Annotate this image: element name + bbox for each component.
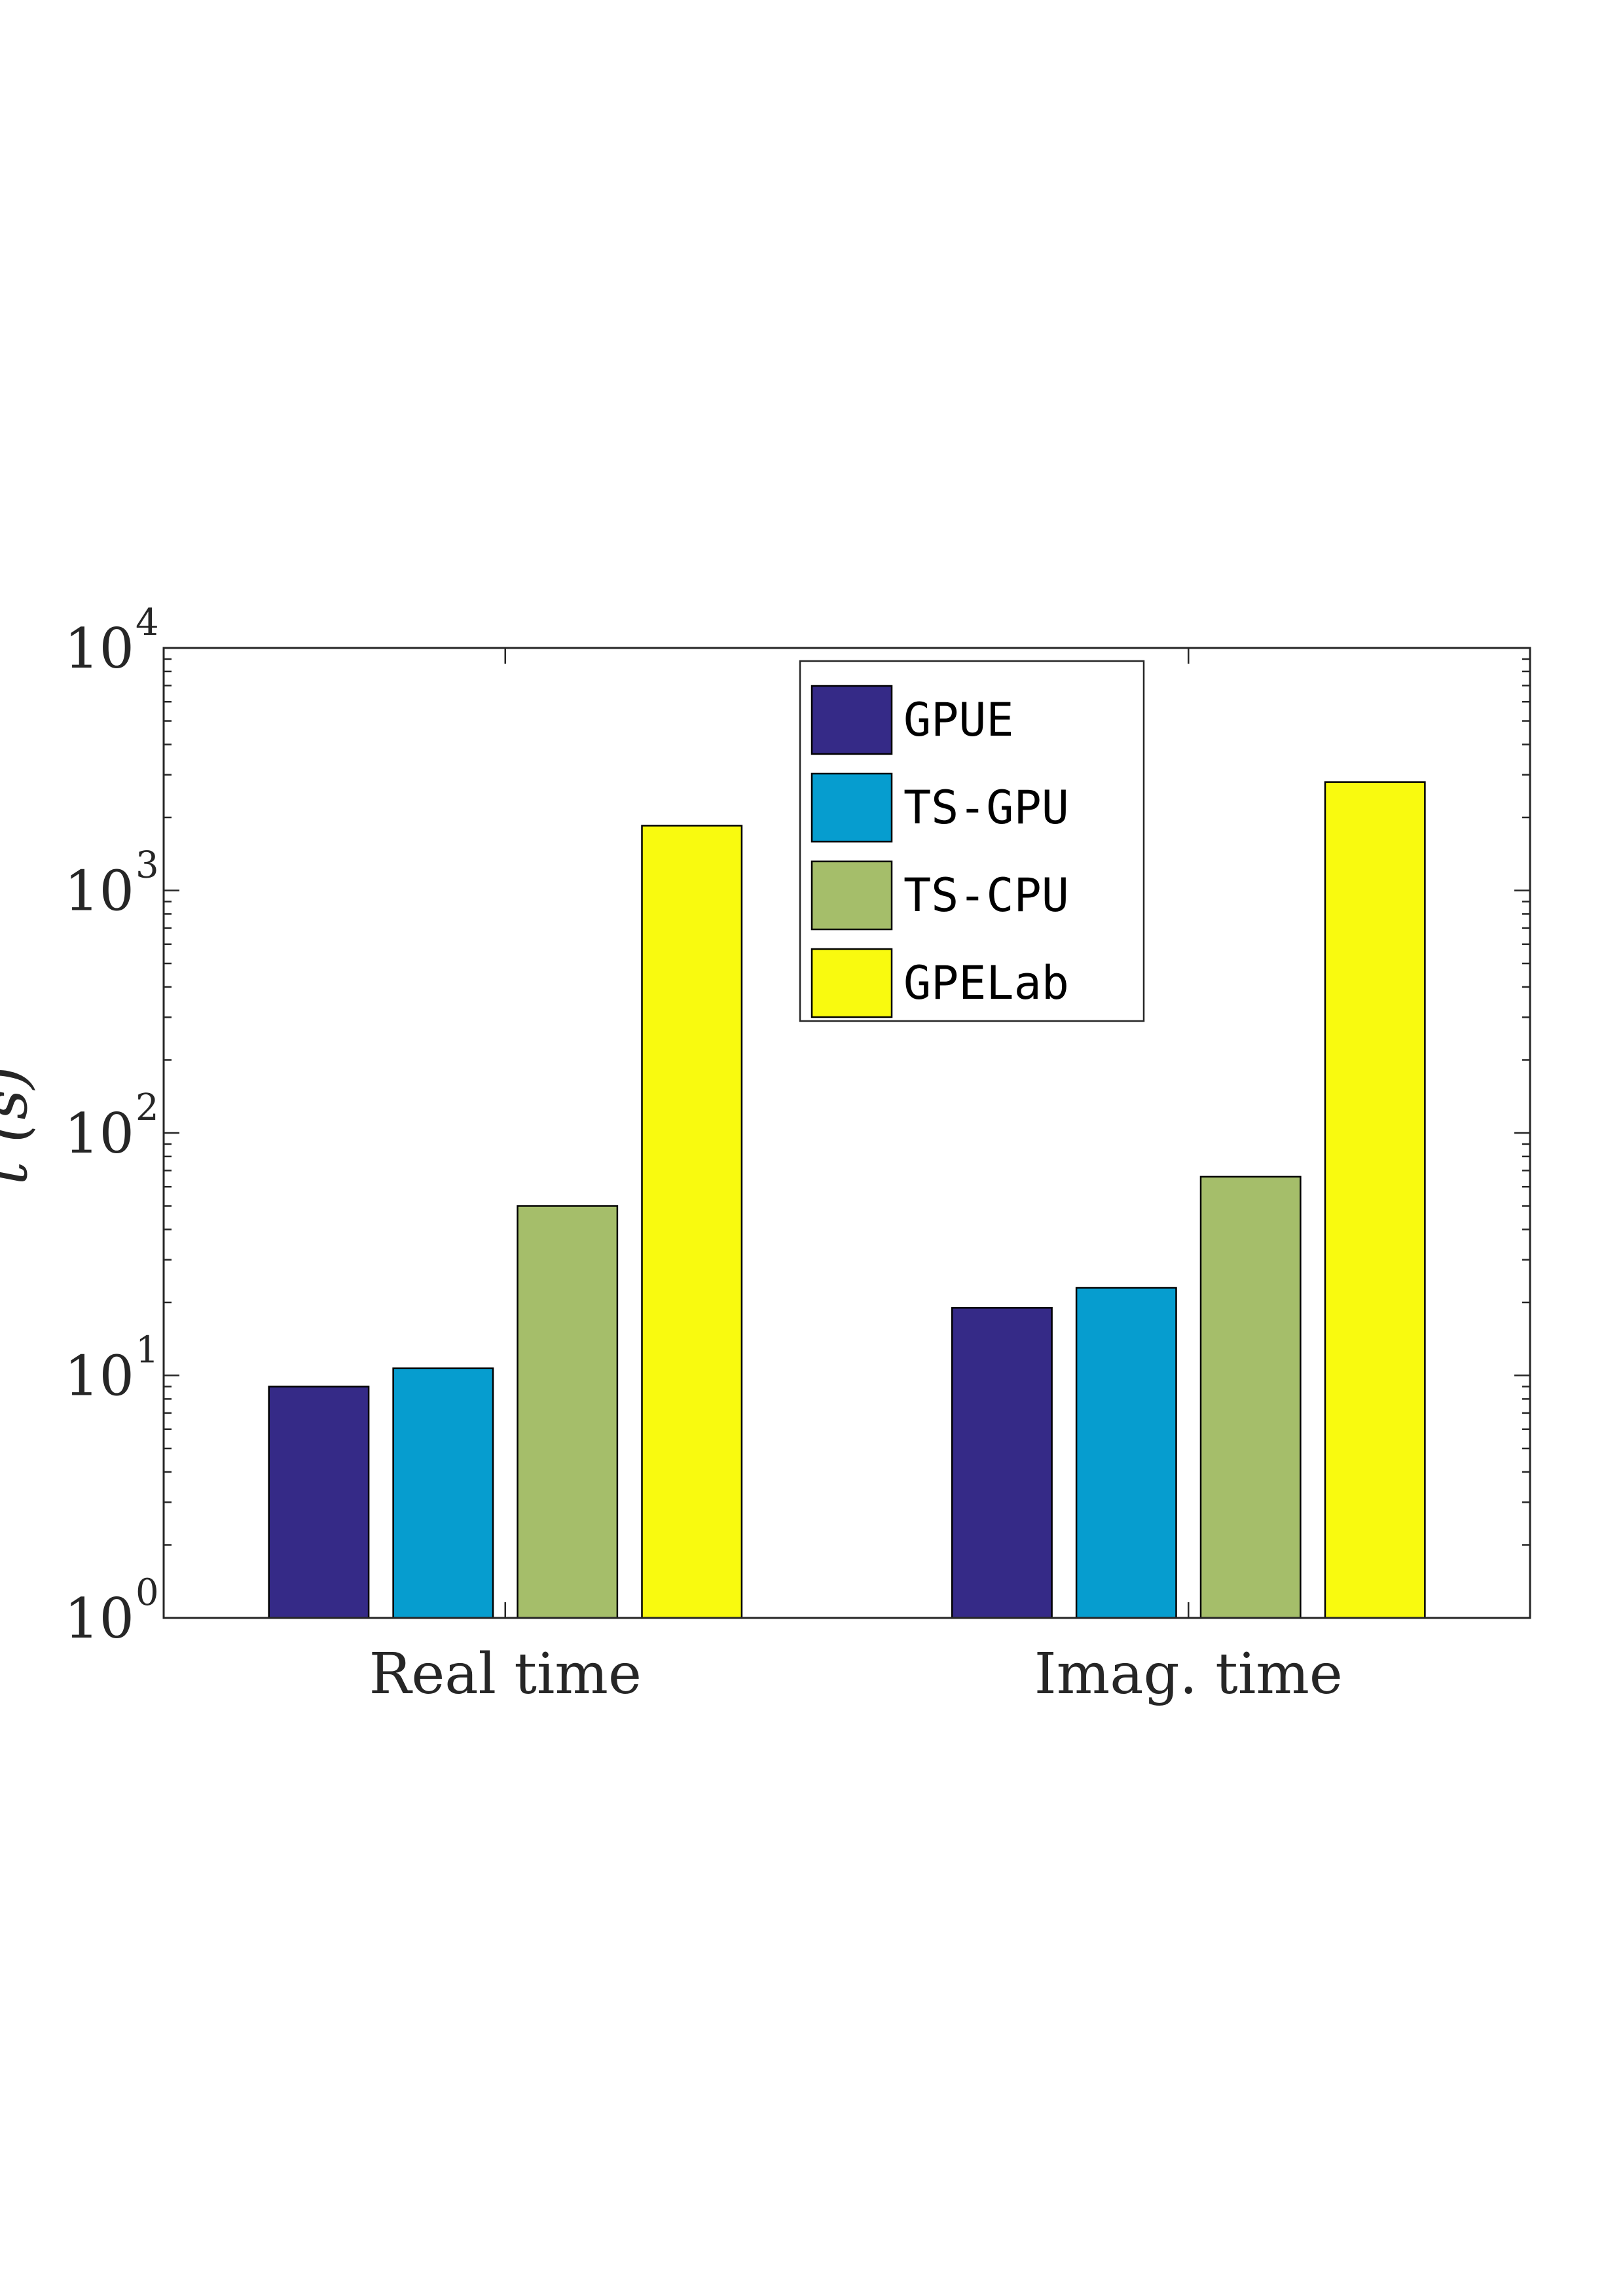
y-tick-label-exponent: 0 bbox=[136, 1571, 159, 1614]
y-tick-label-base: 10 bbox=[64, 1102, 134, 1166]
y-tick-label-exponent: 1 bbox=[136, 1329, 159, 1372]
y-tick-label-base: 10 bbox=[64, 617, 134, 681]
y-tick-label-exponent: 4 bbox=[136, 601, 159, 644]
bar-ts-cpu-imag-time bbox=[1199, 1175, 1302, 1619]
bar-ts-cpu-real-time bbox=[517, 1205, 619, 1619]
legend-label: TS-GPU bbox=[903, 781, 1069, 834]
legend-swatch bbox=[811, 860, 893, 931]
bar-ts-gpu-real-time bbox=[392, 1367, 494, 1619]
y-tick-label: 10 0 bbox=[64, 1571, 159, 1651]
ticks-group bbox=[164, 648, 1530, 1619]
y-tick-label: 10 2 bbox=[64, 1086, 159, 1166]
y-tick-label-exponent: 2 bbox=[136, 1086, 159, 1129]
x-tick-labels: Real time Imag. time bbox=[369, 1641, 1343, 1707]
legend: GPUE TS-GPU TS-CPU GPELab bbox=[799, 660, 1145, 1022]
y-tick-label-base: 10 bbox=[64, 1587, 134, 1651]
y-tick-label: 10 4 bbox=[64, 601, 159, 681]
legend-label: GPELab bbox=[903, 956, 1069, 1010]
bar-ts-gpu-imag-time bbox=[1075, 1287, 1177, 1619]
y-tick-label-base: 10 bbox=[64, 1344, 134, 1408]
y-tick-label: 10 1 bbox=[64, 1329, 159, 1408]
y-tick-label: 10 3 bbox=[64, 844, 159, 924]
x-tick-label: Real time bbox=[369, 1641, 642, 1707]
y-tick-label-exponent: 3 bbox=[136, 844, 159, 887]
legend-swatch bbox=[811, 948, 893, 1018]
legend-swatch bbox=[811, 685, 893, 755]
bar-gpue-imag-time bbox=[951, 1306, 1053, 1619]
bars-group bbox=[268, 781, 1426, 1619]
legend-swatch bbox=[811, 772, 893, 843]
legend-label: TS-CPU bbox=[903, 869, 1069, 922]
y-axis-label: t (s) bbox=[0, 1066, 41, 1185]
legend-label: GPUE bbox=[903, 693, 1014, 747]
y-axis-label-group: t (s) bbox=[0, 1066, 41, 1185]
y-tick-label-base: 10 bbox=[64, 859, 134, 924]
x-tick-label: Imag. time bbox=[1034, 1641, 1343, 1707]
bar-gpelab-real-time bbox=[641, 825, 743, 1619]
bar-gpue-real-time bbox=[268, 1386, 370, 1619]
bar-gpelab-imag-time bbox=[1324, 781, 1426, 1619]
